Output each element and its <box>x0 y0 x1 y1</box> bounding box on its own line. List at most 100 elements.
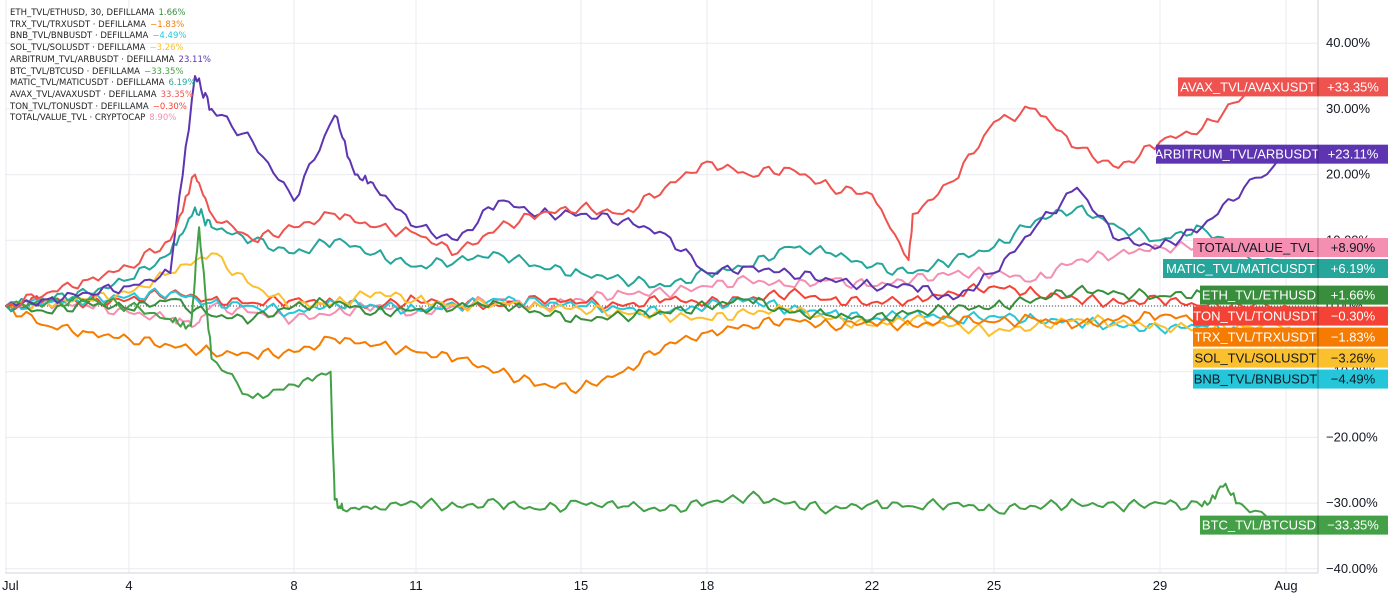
legend-entry[interactable]: TON_TVL/TONUSDT · DEFILLAMA −0.30% <box>10 102 211 114</box>
tag-value: −0.30% <box>1331 309 1376 324</box>
tag-label: ARBITRUM_TVL/ARBUSDT <box>1155 147 1320 162</box>
tag-label: AVAX_TVL/AVAXUSDT <box>1180 79 1316 94</box>
series-line-bnb-tvl-bnbusdt <box>5 287 1291 337</box>
x-tick-label: 29 <box>1153 578 1167 593</box>
x-tick-label: 15 <box>574 578 588 593</box>
legend-value: −1.83% <box>150 19 185 30</box>
tag-avax-tvl-avaxusdt: AVAX_TVL/AVAXUSDT +33.35% <box>1178 77 1388 97</box>
series-line-eth-tvl-ethusd <box>5 284 1291 325</box>
tag-value-box <box>1318 369 1388 389</box>
y-tick-label: 20.00% <box>1326 167 1371 182</box>
tag-label: ETH_TVL/ETHUSD <box>1202 288 1316 303</box>
tag-value-box <box>1318 144 1388 164</box>
series-line-total-value-tvl <box>5 240 1291 329</box>
y-tick-label: −30.00% <box>1326 495 1378 510</box>
legend-value: 6.19% <box>168 78 196 89</box>
legend-entry[interactable]: TRX_TVL/TRXUSDT · DEFILLAMA −1.83% <box>10 20 211 32</box>
legend-entry[interactable]: MATIC_TVL/MATICUSDT · DEFILLAMA 6.19% <box>10 78 211 90</box>
x-tick-label: 25 <box>987 578 1001 593</box>
legend-entry[interactable]: BTC_TVL/BTCUSD · DEFILLAMA −33.35% <box>10 67 211 79</box>
y-tick-label: −20.00% <box>1326 429 1378 444</box>
tag-label: BNB_TVL/BNBUSDT <box>1194 372 1318 387</box>
series-line-matic-tvl-maticusdt <box>5 204 1291 313</box>
x-tick-label: 22 <box>865 578 879 593</box>
tag-eth-tvl-ethusd: ETH_TVL/ETHUSD +1.66% <box>1200 285 1388 305</box>
tag-value: −4.49% <box>1331 372 1376 387</box>
x-tick-label: 8 <box>290 578 297 593</box>
legend-value: −3.26% <box>149 43 184 54</box>
legend-value: −33.35% <box>144 66 184 77</box>
tag-value: −1.83% <box>1331 330 1376 345</box>
legend-entry[interactable]: TOTAL/VALUE_TVL · CRYPTOCAP 8.90% <box>10 113 211 125</box>
legend-name: TON_TVL/TONUSDT · DEFILLAMA <box>10 101 149 112</box>
tag-sol-tvl-solusdt: SOL_TVL/SOLUSDT −3.26% <box>1193 348 1388 368</box>
tag-total-value-tvl: TOTAL/VALUE_TVL +8.90% <box>1193 238 1388 258</box>
tag-value-box <box>1318 285 1388 305</box>
legend-entry[interactable]: BNB_TVL/BNBUSDT · DEFILLAMA −4.49% <box>10 31 211 43</box>
series-lines <box>5 75 1291 527</box>
tag-label: SOL_TVL/SOLUSDT <box>1194 351 1316 366</box>
legend-value: 8.90% <box>149 113 177 124</box>
x-tick-label: 4 <box>125 578 132 593</box>
x-tick-label: 11 <box>409 578 423 593</box>
tag-bnb-tvl-bnbusdt: BNB_TVL/BNBUSDT −4.49% <box>1193 369 1388 389</box>
legend-name: AVAX_TVL/AVAXUSDT · DEFILLAMA <box>10 89 157 100</box>
tag-value-box <box>1318 306 1388 326</box>
legend-value: 23.11% <box>178 54 211 65</box>
tag-label: TOTAL/VALUE_TVL <box>1197 240 1314 255</box>
tag-arbitrum-tvl-arbusdt: ARBITRUM_TVL/ARBUSDT +23.11% <box>1155 144 1388 164</box>
legend-value: −4.49% <box>152 31 187 42</box>
legend-name: ETH_TVL/ETHUSD, 30, DEFILLAMA <box>10 8 155 18</box>
tag-label-box <box>1193 348 1318 368</box>
tag-value-box <box>1318 327 1388 347</box>
legend-value: 33.35% <box>160 89 194 100</box>
tag-btc-tvl-btcusd: BTC_TVL/BTCUSD −33.35% <box>1200 515 1388 535</box>
tag-label-box <box>1156 144 1318 164</box>
tag-value: +33.35% <box>1327 79 1379 94</box>
tag-value-box <box>1318 515 1388 535</box>
x-tick-label: Jul <box>2 578 19 593</box>
legend-entry[interactable]: ETH_TVL/ETHUSD, 30, DEFILLAMA 1.66% <box>10 8 211 20</box>
legend: ETH_TVL/ETHUSD, 30, DEFILLAMA 1.66% TRX_TV… <box>10 8 211 125</box>
legend-name: SOL_TVL/SOLUSDT · DEFILLAMA <box>10 43 146 54</box>
tag-label: TRX_TVL/TRXUSDT <box>1194 330 1316 345</box>
legend-value: 1.66% <box>158 8 186 18</box>
legend-name: BNB_TVL/BNBUSDT · DEFILLAMA <box>10 31 149 42</box>
tag-value-box <box>1318 348 1388 368</box>
legend-name: TRX_TVL/TRXUSDT · DEFILLAMA <box>10 19 147 30</box>
legend-name: BTC_TVL/BTCUSD · DEFILLAMA <box>10 66 140 77</box>
last-value-tags: AVAX_TVL/AVAXUSDT +33.35% ARBITRUM_TVL/ARB… <box>1155 77 1388 535</box>
tag-label-box <box>1200 285 1318 305</box>
legend-name: MATIC_TVL/MATICUSDT · DEFILLAMA <box>10 78 165 89</box>
series-line-ton-tvl-tonusdt <box>5 283 1291 314</box>
tag-value: −33.35% <box>1327 518 1379 533</box>
legend-name: ARBITRUM_TVL/ARBUSDT · DEFILLAMA <box>10 54 175 65</box>
tag-label-box <box>1193 306 1318 326</box>
tag-label: MATIC_TVL/MATICUSDT <box>1166 261 1315 276</box>
tag-value: +8.90% <box>1331 240 1376 255</box>
legend-entry[interactable]: ARBITRUM_TVL/ARBUSDT · DEFILLAMA 23.11% <box>10 55 211 67</box>
tag-label-box <box>1163 259 1318 279</box>
tag-value-box <box>1318 259 1388 279</box>
series-line-btc-tvl-btcusd <box>5 226 1291 527</box>
series-line-trx-tvl-trxusdt <box>5 305 1291 395</box>
tag-value: +1.66% <box>1331 288 1376 303</box>
tag-value-box <box>1318 77 1388 97</box>
y-tick-label: 30.00% <box>1326 101 1371 116</box>
series-line-avax-tvl-avaxusdt <box>5 84 1291 310</box>
x-tick-label: 18 <box>700 578 714 593</box>
legend-entry[interactable]: SOL_TVL/SOLUSDT · DEFILLAMA −3.26% <box>10 43 211 55</box>
series-line-sol-tvl-solusdt <box>5 252 1291 338</box>
legend-entry[interactable]: AVAX_TVL/AVAXUSDT · DEFILLAMA 33.35% <box>10 90 211 102</box>
tag-matic-tvl-maticusdt: MATIC_TVL/MATICUSDT +6.19% <box>1163 259 1388 279</box>
legend-name: TOTAL/VALUE_TVL · CRYPTOCAP <box>10 113 146 124</box>
tag-label-box <box>1178 77 1318 97</box>
legend-value: −0.30% <box>152 101 187 112</box>
y-tick-label: 40.00% <box>1326 35 1371 50</box>
tag-label-box <box>1193 238 1318 258</box>
tag-label: BTC_TVL/BTCUSD <box>1202 518 1316 533</box>
tag-trx-tvl-trxusdt: TRX_TVL/TRXUSDT −1.83% <box>1193 327 1388 347</box>
tag-label-box <box>1200 515 1318 535</box>
series-line-arbitrum-tvl-arbusdt <box>5 75 1291 307</box>
tag-label: TON_TVL/TONUSDT <box>1193 309 1318 324</box>
